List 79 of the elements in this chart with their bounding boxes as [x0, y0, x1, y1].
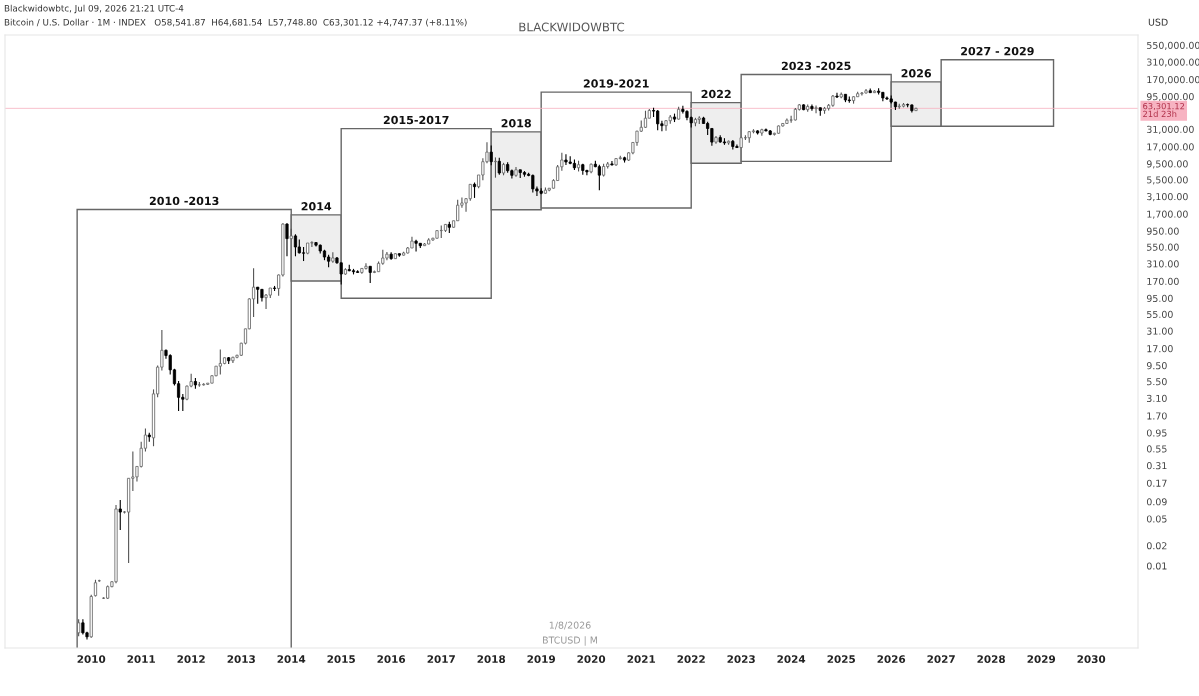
- y-tick-label: 1.70: [1147, 412, 1167, 420]
- y-tick-label: 1,700.00: [1147, 210, 1188, 219]
- y-tick-label: 0.02: [1146, 542, 1167, 550]
- x-tick-label: 2020: [577, 655, 606, 664]
- x-tick-label: 2027: [927, 655, 955, 664]
- x-tick-label: 2018: [477, 655, 506, 664]
- y-tick-label: 17.00: [1147, 345, 1173, 353]
- x-tick-label: 2015: [327, 655, 355, 664]
- y-tick-label: 31,000.00: [1147, 125, 1194, 134]
- y-tick-label: 550,000.00: [1147, 41, 1199, 50]
- annotation: 1/8/2026: [549, 621, 591, 630]
- candlestick: [218, 349, 222, 376]
- y-tick-label: 0.55: [1146, 445, 1167, 453]
- y-tick-label: 9,500.00: [1146, 160, 1188, 169]
- x-tick-label: 2016: [377, 655, 406, 664]
- x-tick-label: 2024: [777, 655, 806, 664]
- chart-title: BLACKWIDOWBTC: [519, 22, 625, 32]
- y-tick-label: 5,500.00: [1147, 176, 1188, 185]
- y-tick-label: 0.09: [1146, 498, 1167, 506]
- candlestick: [564, 153, 568, 166]
- x-tick-label: 2029: [1027, 655, 1056, 664]
- x-tick-label: 2017: [427, 655, 455, 664]
- band-label: 2014: [301, 202, 332, 211]
- candlestick: [531, 173, 535, 194]
- x-tick-label: 2013: [227, 655, 255, 664]
- candlestick: [597, 164, 601, 191]
- x-tick-label: 2023: [727, 655, 755, 664]
- band-label: 2026: [901, 69, 932, 78]
- y-tick-label: 3.10: [1147, 394, 1167, 402]
- y-tick-label: 310,000.00: [1147, 58, 1199, 67]
- x-tick-label: 2014: [277, 655, 306, 664]
- y-tick-label: 95.00: [1146, 294, 1173, 302]
- x-tick-label: 2028: [977, 655, 1005, 664]
- candlestick: [285, 222, 289, 257]
- x-tick-label: 2012: [177, 655, 205, 664]
- y-tick-label: 0.05: [1146, 515, 1167, 523]
- y-tick-label: 17,000.00: [1147, 143, 1194, 152]
- y-tick-label: 550.00: [1147, 243, 1179, 251]
- y-tick-label: 950.00: [1146, 227, 1179, 235]
- candlestick: [735, 143, 739, 149]
- candlestick: [860, 91, 864, 97]
- candlestick: [414, 239, 418, 253]
- band-label: 2015-2017: [383, 115, 449, 125]
- y-tick-label: 95,000.00: [1146, 93, 1194, 102]
- candlestick: [814, 104, 818, 114]
- y-tick-label: 0.17: [1146, 479, 1167, 487]
- x-tick-label: 2030: [1077, 655, 1106, 664]
- x-tick-label: 2026: [877, 655, 906, 664]
- annotation: BTCUSD | M: [543, 636, 597, 646]
- y-tick-label: 55.00: [1147, 310, 1173, 318]
- candlestick: [656, 109, 660, 131]
- x-tick-label: 2010: [77, 655, 106, 664]
- band-label: 2019-2021: [583, 79, 649, 88]
- x-tick-label: 2021: [627, 655, 656, 664]
- y-tick-label: 310.00: [1147, 260, 1179, 268]
- y-tick-label: 3,100.00: [1147, 193, 1188, 202]
- band-label: 2018: [501, 119, 531, 128]
- x-tick-label: 2025: [827, 655, 855, 664]
- band-label: 2023 -2025: [781, 61, 851, 71]
- y-tick-label: 170,000.00: [1147, 76, 1199, 85]
- y-tick-label: 170.00: [1147, 277, 1179, 285]
- x-tick-label: 2022: [677, 655, 705, 664]
- candlestick: [489, 145, 493, 166]
- y-tick-label: 5.50: [1147, 378, 1167, 386]
- y-axis-title: USD: [1148, 18, 1168, 26]
- band-label: 2027 - 2029: [961, 46, 1034, 56]
- text: Bitcoin / U.S. Dollar · 1M · INDEX O58,541.87 H64,681.54 L57,748.80 C63,301.12 +4,747.37 (+8.11%): [4, 18, 467, 27]
- x-tick-label: 2019: [527, 655, 556, 664]
- y-tick-label: 0.95: [1146, 429, 1167, 437]
- band-label: 2022: [701, 89, 731, 99]
- y-tick-label: 9.50: [1146, 362, 1167, 370]
- text: Blackwidowbtc, Jul 09, 2026 21:21 UTC-4: [4, 4, 184, 14]
- y-tick-label: 31.00: [1147, 327, 1173, 335]
- y-tick-label: 0.31: [1146, 462, 1167, 470]
- ref-line-label: 63,301.12 21d 23h: [1143, 102, 1185, 117]
- x-tick-label: 2011: [127, 655, 155, 664]
- y-tick-label: 0.01: [1146, 562, 1167, 570]
- candlestick: [118, 499, 122, 531]
- band-label: 2010 -2013: [149, 196, 219, 206]
